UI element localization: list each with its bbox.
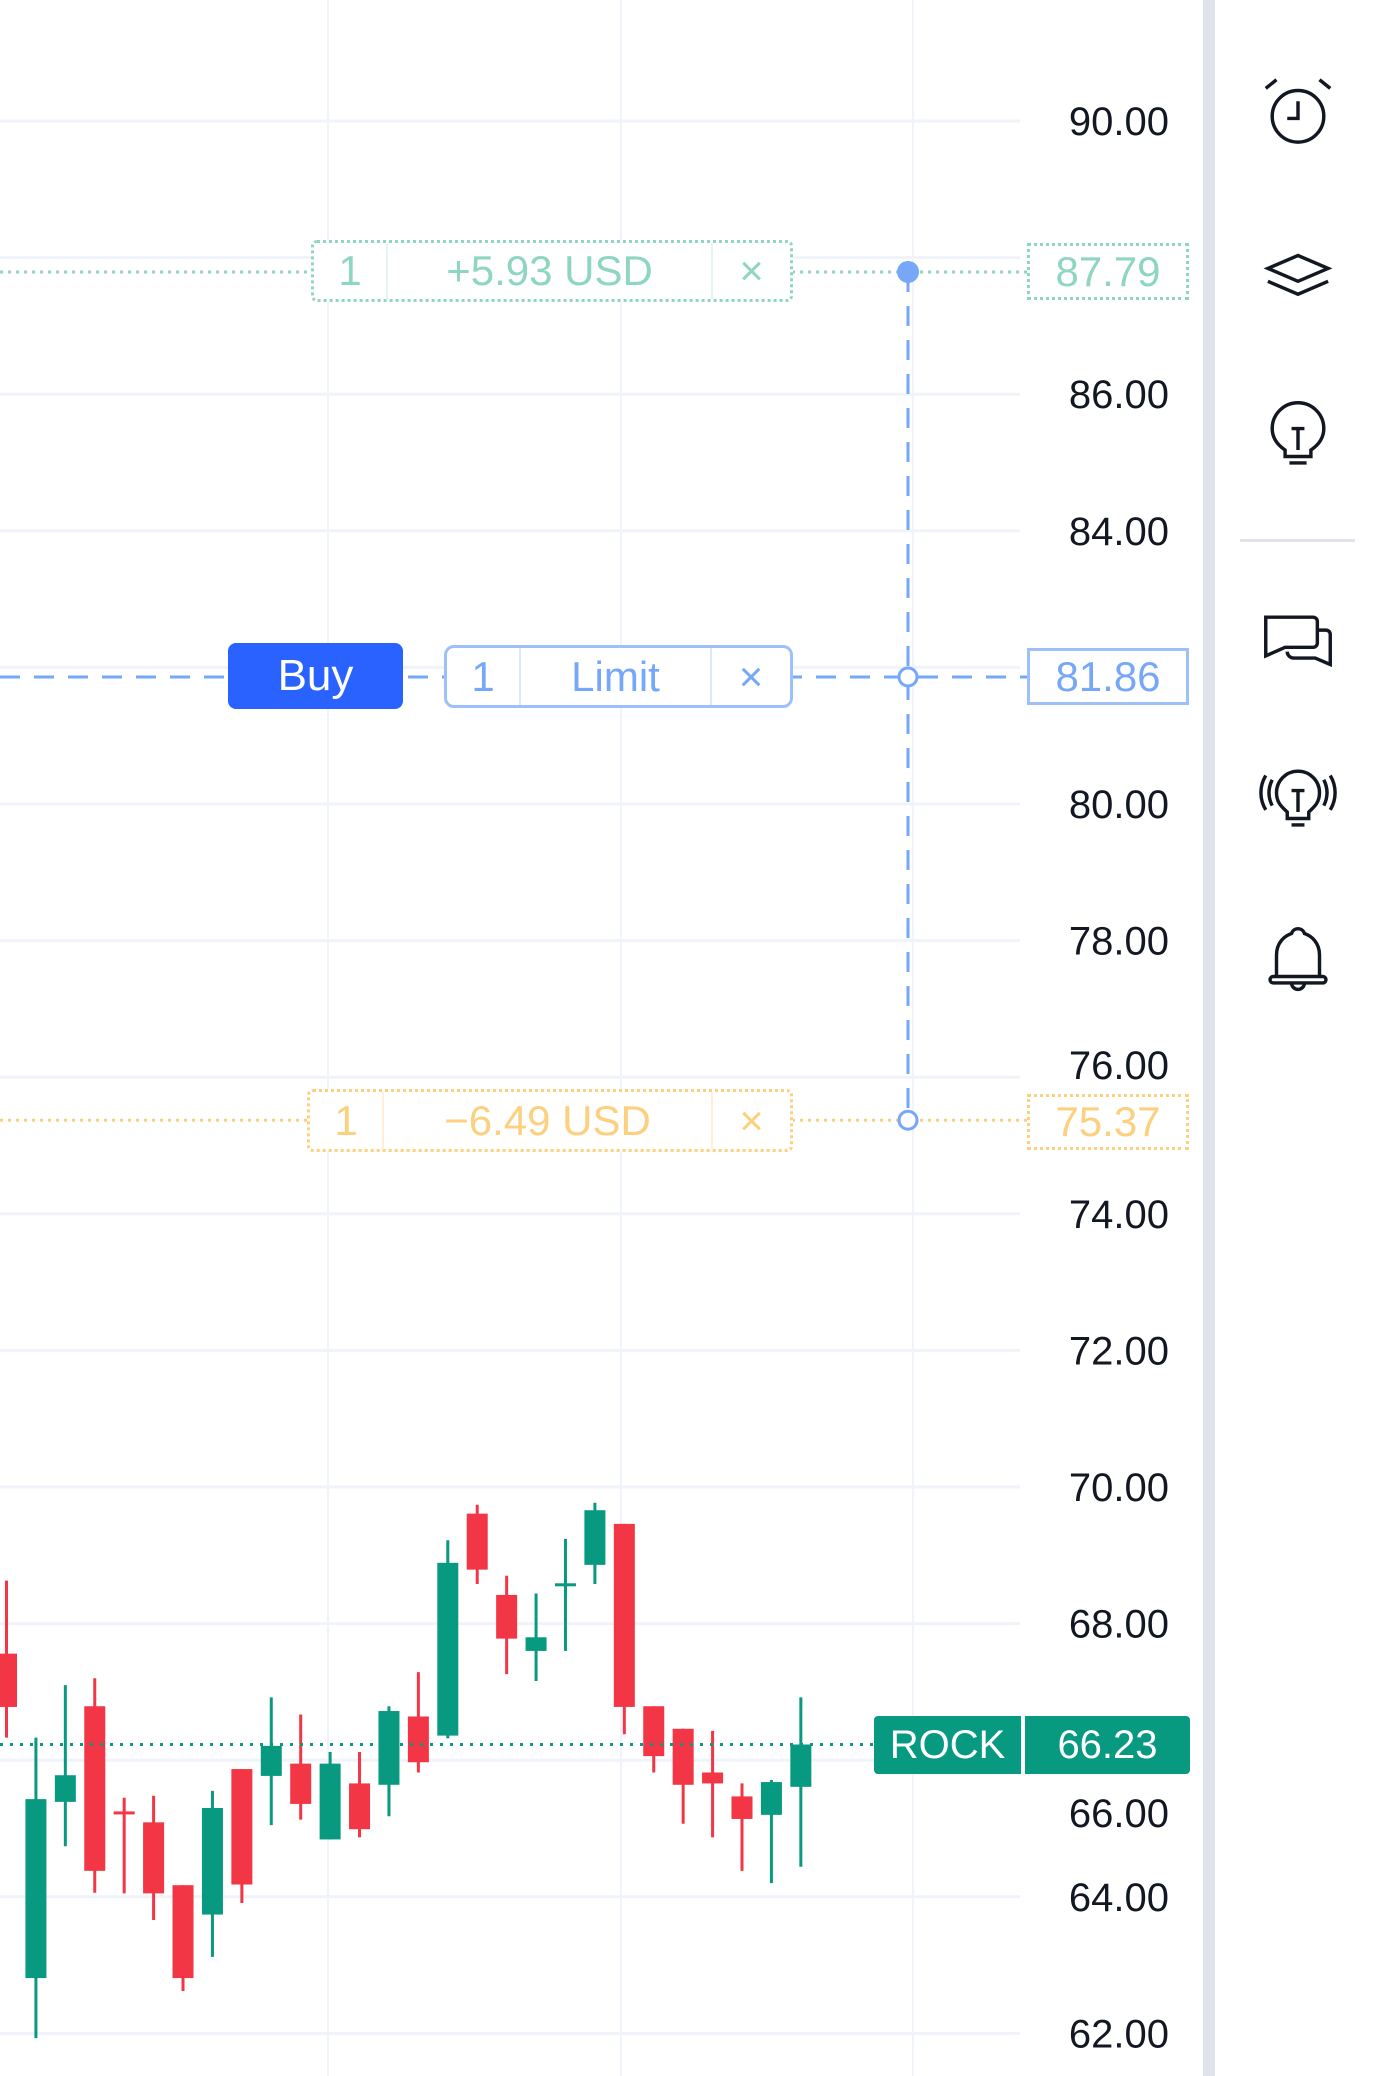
- sl-pnl[interactable]: −6.49 USD: [384, 1092, 713, 1149]
- sl-price-label: 75.37: [1027, 1094, 1189, 1150]
- tp-qty[interactable]: 1: [314, 243, 388, 299]
- price-axis: 92.00 90.00 86.00 84.00 80.00 78.00 76.00 74.00…: [1069, 0, 1169, 2056]
- price-axis-label: 90.00: [1069, 100, 1169, 144]
- candle-body: [201, 1808, 223, 1915]
- order-lines: [0, 260, 1027, 1746]
- price-axis-label: 74.00: [1069, 1193, 1169, 1237]
- alarm-clock-icon[interactable]: [1255, 69, 1341, 155]
- price-axis-label: 70.00: [1069, 1466, 1169, 1510]
- candle-body: [172, 1885, 194, 1979]
- candle-body: [584, 1510, 606, 1565]
- chat-icon[interactable]: [1255, 600, 1341, 686]
- candle-body: [113, 1811, 135, 1815]
- candle-body: [25, 1799, 47, 1979]
- entry-type[interactable]: Limit: [521, 648, 712, 705]
- candle-body: [378, 1711, 400, 1785]
- candle-body: [702, 1772, 724, 1784]
- candle-body: [260, 1745, 282, 1776]
- entry-price-label: 81.86: [1027, 648, 1189, 705]
- layers-icon[interactable]: [1255, 234, 1341, 320]
- limit-order-box[interactable]: 1 Limit ×: [444, 645, 793, 708]
- bell-icon[interactable]: [1255, 912, 1341, 998]
- price-axis-label: 80.00: [1069, 783, 1169, 827]
- candle-body: [672, 1728, 694, 1785]
- candle-body: [290, 1763, 312, 1804]
- price-axis-label: 78.00: [1069, 920, 1169, 964]
- candle-body: [84, 1706, 106, 1871]
- current-price-label: 66.23: [1025, 1716, 1190, 1774]
- entry-handle: [897, 666, 919, 688]
- candle-body: [0, 1653, 17, 1707]
- stop-loss-order-box[interactable]: 1 −6.49 USD ×: [307, 1089, 793, 1152]
- price-axis-label: 62.00: [1069, 2012, 1169, 2056]
- stop-loss-handle: [897, 1109, 919, 1131]
- price-axis-label: 72.00: [1069, 1329, 1169, 1373]
- entry-qty[interactable]: 1: [447, 648, 521, 705]
- candle-body: [437, 1562, 459, 1736]
- candle-body: [554, 1583, 576, 1587]
- price-axis-label: 68.00: [1069, 1603, 1169, 1647]
- candle-body: [349, 1783, 371, 1830]
- candle-body: [54, 1775, 76, 1802]
- buy-button[interactable]: Buy: [228, 643, 403, 709]
- lightbulb-icon[interactable]: [1255, 392, 1341, 478]
- price-axis-label: 84.00: [1069, 510, 1169, 554]
- candle-body: [760, 1782, 782, 1815]
- sidebar-divider: [1240, 539, 1355, 542]
- tp-price-label: 87.79: [1027, 243, 1189, 300]
- take-profit-order-box[interactable]: 1 +5.93 USD ×: [311, 240, 793, 302]
- sl-qty[interactable]: 1: [310, 1092, 384, 1149]
- entry-close-icon[interactable]: ×: [738, 652, 764, 700]
- candle-body: [407, 1716, 429, 1763]
- candle-body: [613, 1523, 635, 1707]
- broadcast-lightbulb-icon[interactable]: [1255, 754, 1341, 840]
- price-chart[interactable]: 92.00 90.00 86.00 84.00 80.00 78.00 76.00 74.00…: [0, 0, 1203, 2076]
- grid: [0, 0, 1020, 2076]
- candle-body: [466, 1513, 488, 1570]
- price-axis-label: 86.00: [1069, 373, 1169, 417]
- candles: [0, 1502, 812, 2039]
- candle-body: [525, 1637, 547, 1651]
- symbol-label: ROCK: [874, 1716, 1021, 1774]
- take-profit-handle: [897, 260, 919, 283]
- candle-body: [319, 1763, 341, 1840]
- sl-close-icon[interactable]: ×: [739, 1096, 764, 1144]
- price-axis-label: 76.00: [1069, 1044, 1169, 1088]
- candle-body: [143, 1822, 165, 1894]
- candle-body: [731, 1796, 753, 1819]
- tp-pnl[interactable]: +5.93 USD: [388, 243, 713, 299]
- panel-divider[interactable]: [1203, 0, 1215, 2076]
- price-axis-label: 66.00: [1069, 1792, 1169, 1836]
- price-axis-label: 92.00: [1069, 0, 1169, 7]
- candle-body: [643, 1706, 665, 1757]
- candle-body: [790, 1744, 812, 1787]
- tp-close-icon[interactable]: ×: [739, 247, 764, 294]
- candle-body: [231, 1769, 253, 1885]
- right-sidebar: [1215, 0, 1384, 2076]
- candle-body: [496, 1594, 518, 1639]
- price-axis-label: 64.00: [1069, 1876, 1169, 1920]
